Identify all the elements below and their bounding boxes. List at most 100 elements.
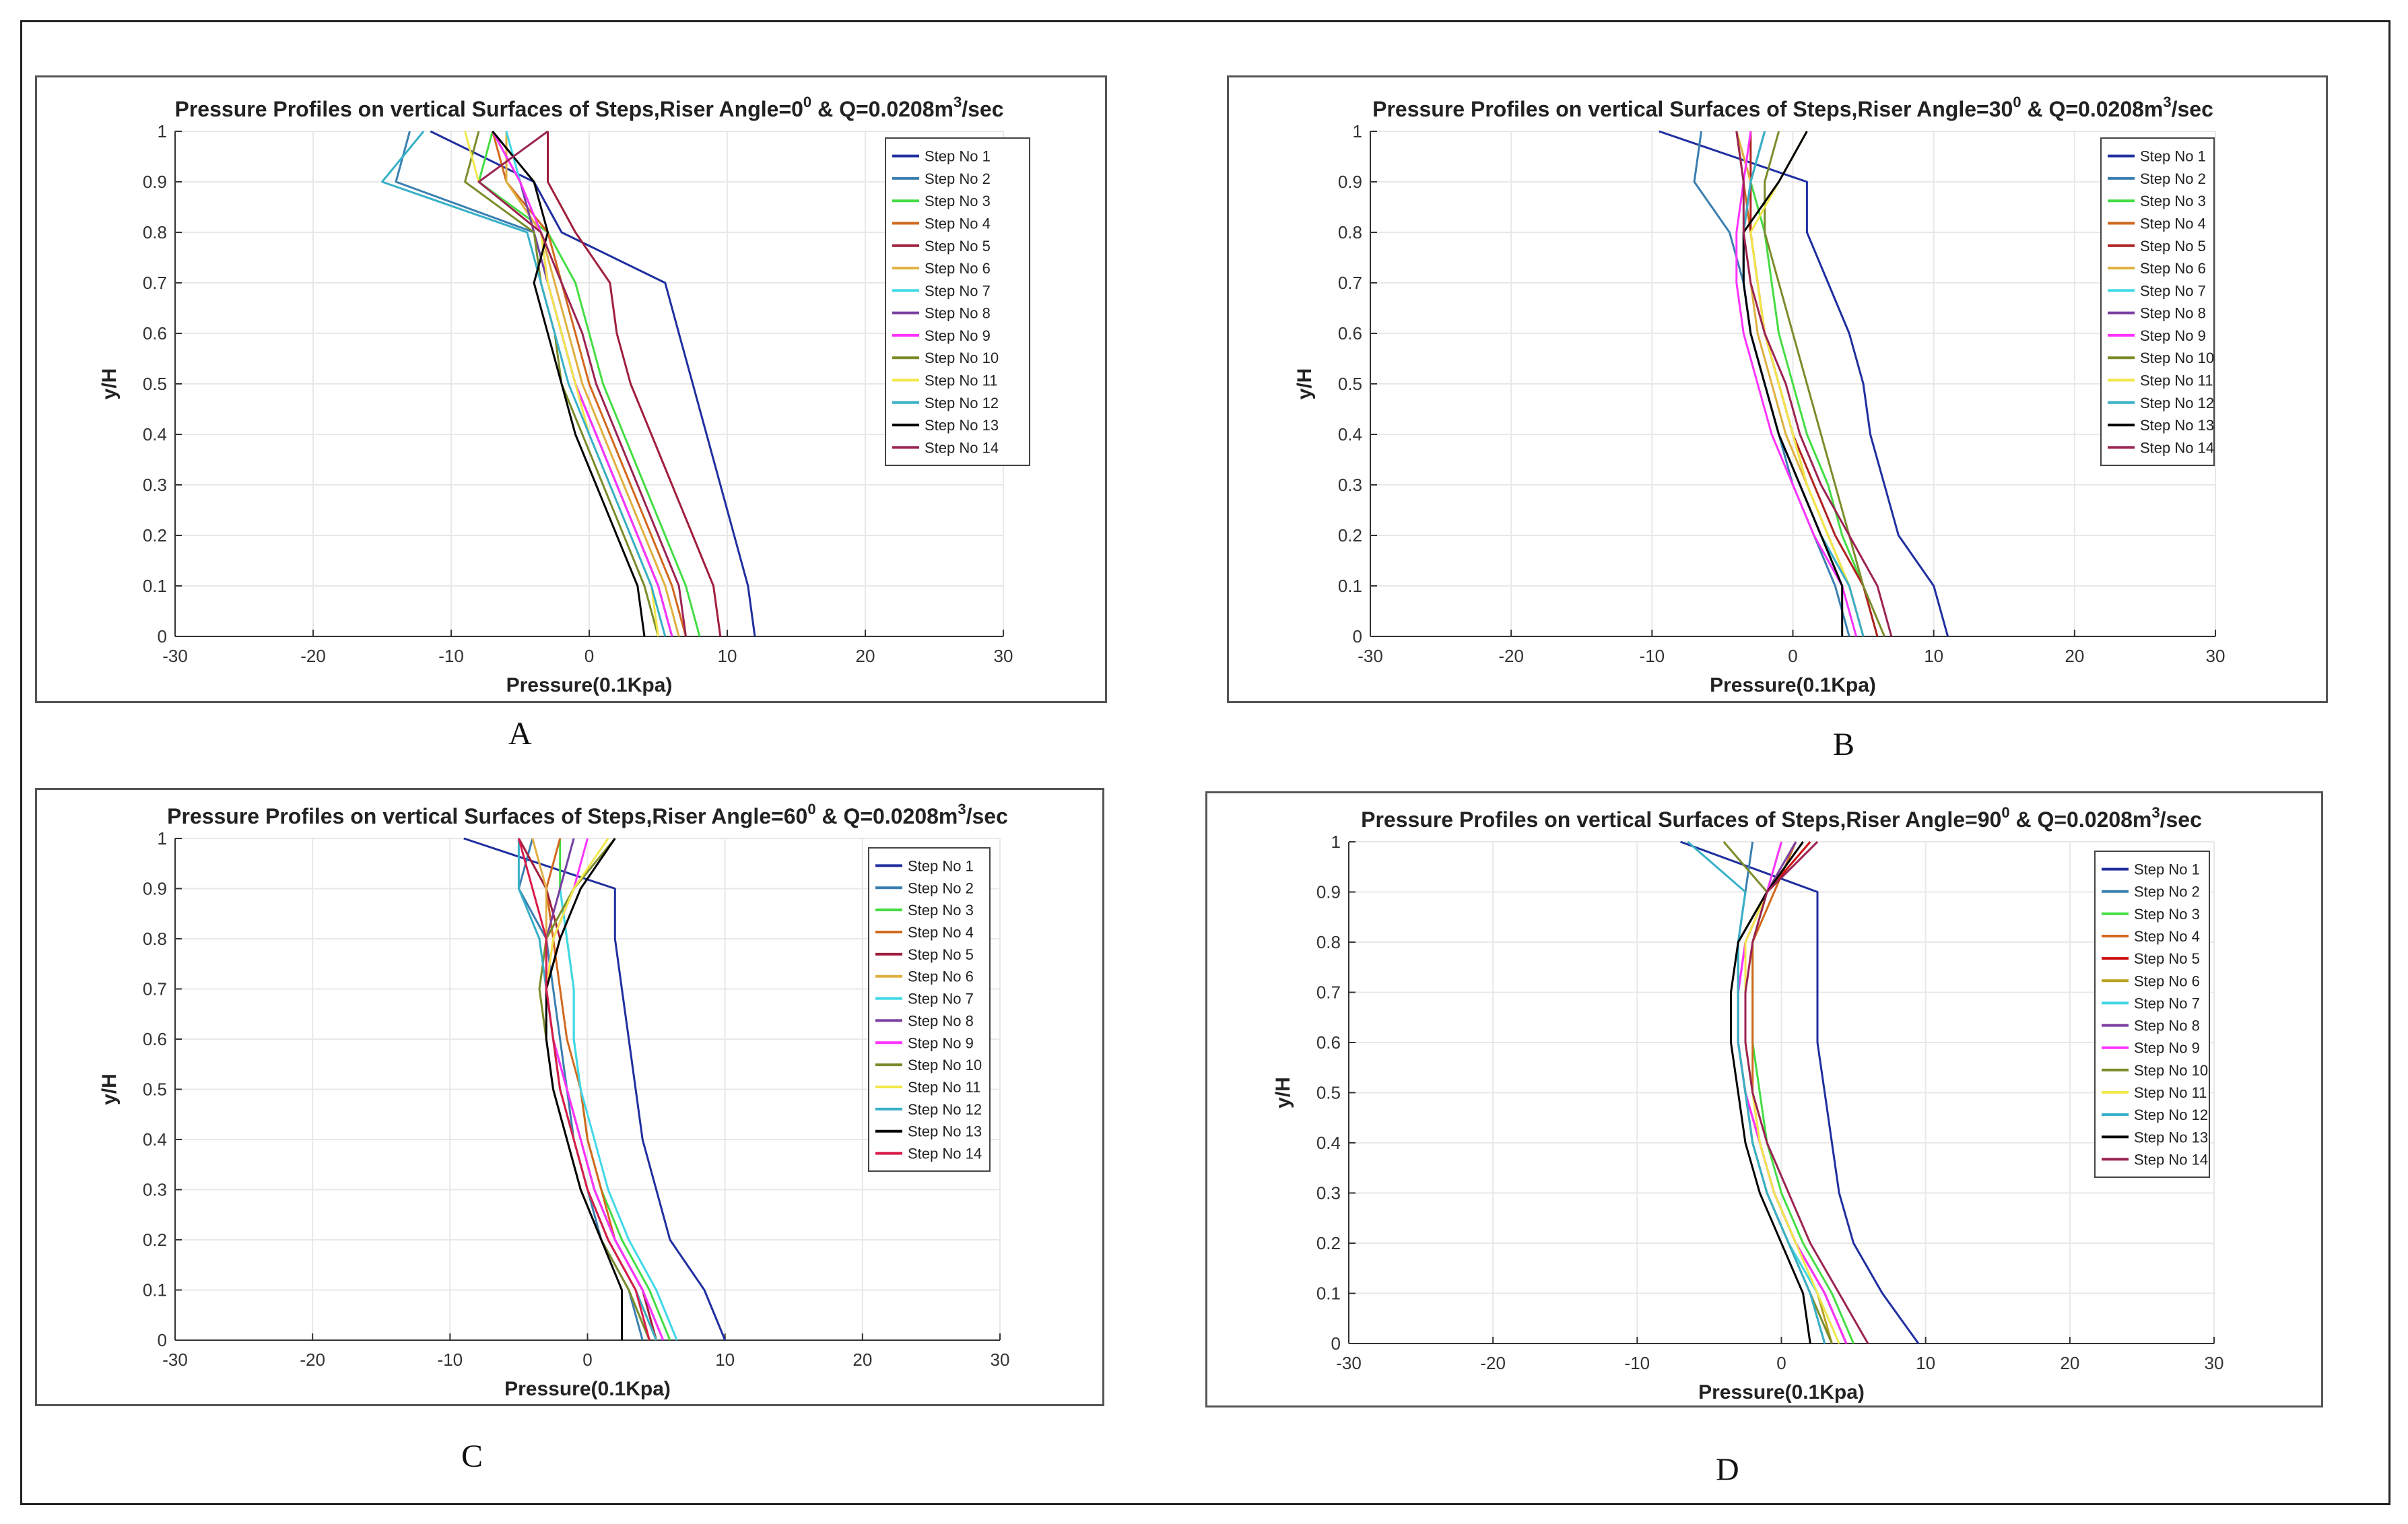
x-axis-label: Pressure(0.1Kpa) [1710, 674, 1876, 696]
chart-title-title-mid: & Q=0.0208m [811, 97, 954, 121]
panel-caption-d: D [1716, 1452, 1739, 1488]
series-line-step-12 [381, 131, 667, 637]
legend-label: Step No 14 [908, 1146, 982, 1162]
series-group [463, 837, 727, 1341]
legend-label: Step No 4 [908, 924, 974, 941]
chart-title: Pressure Profiles on vertical Surfaces o… [167, 801, 1008, 828]
chart-panel-c: -30 -20 -10 0 10 20 30 0 0.1 0.2 0.3 0.4 0.5 0.6 0.7 0.… [35, 788, 1104, 1406]
legend-label: Step No 3 [925, 193, 991, 209]
legend-label: Step No 10 [925, 350, 999, 366]
chart-title-title-mid: & Q=0.0208m [2021, 97, 2164, 121]
y-axis-label: y/H [1272, 1077, 1294, 1108]
x-tick-label: 30 [991, 1350, 1010, 1370]
chart-title-title-prefix: Pressure Profiles on vertical Surfaces o… [167, 804, 807, 828]
y-tick-label: 0.1 [1316, 1284, 1341, 1304]
y-tick-label: 0.7 [1316, 983, 1341, 1003]
x-tick-label: -10 [438, 1350, 463, 1370]
chart-title-title-exp: 0 [807, 801, 815, 818]
chart-svg: -30 -20 -10 0 10 20 3000.10.20.30.40.50.60.70.… [98, 801, 1010, 1400]
legend-label: Step No 14 [2134, 1151, 2208, 1168]
legend-label: Step No 6 [2134, 972, 2200, 989]
y-tick-label: 0.3 [1316, 1183, 1341, 1203]
legend-label: Step No 12 [908, 1101, 982, 1118]
x-tick-label: 20 [2060, 1353, 2079, 1373]
chart-title-title-exp2: 3 [2163, 94, 2171, 110]
x-tick-label: -30 [1336, 1353, 1362, 1373]
y-axis-label: y/H [1294, 368, 1316, 400]
chart-title: Pressure Profiles on vertical Surfaces o… [1361, 804, 2202, 832]
y-tick-label: 0 [1353, 626, 1362, 647]
series-line-step-14 [517, 838, 650, 1341]
y-tick-label: 0.4 [1338, 424, 1362, 444]
y-tick-label: 0.5 [1338, 374, 1362, 394]
legend-label: Step No 1 [925, 148, 991, 165]
y-tick-label: 0.8 [143, 929, 167, 949]
legend-label: Step No 8 [908, 1012, 974, 1029]
panel-caption-a: A [508, 716, 532, 752]
y-tick-label: 0 [158, 626, 167, 647]
y-tick-label: 0 [1331, 1333, 1341, 1354]
x-tick-label: -30 [162, 646, 188, 666]
legend-label: Step No 4 [2140, 216, 2206, 232]
series-line-step-13 [492, 131, 646, 637]
legend-label: Step No 13 [908, 1123, 982, 1140]
x-tick-label: -10 [1640, 646, 1665, 666]
x-axis-label: Pressure(0.1Kpa) [1698, 1381, 1865, 1403]
y-tick-label: 1 [158, 121, 167, 141]
series-line-step-13 [1742, 131, 1844, 636]
x-tick-label: -20 [300, 646, 326, 666]
x-tick-label: -10 [1625, 1353, 1650, 1373]
series-line-step-14 [477, 130, 687, 637]
legend-label: Step No 13 [2134, 1129, 2208, 1146]
legend-label: Step No 7 [908, 991, 974, 1007]
series-group [381, 130, 756, 637]
x-tick-label: 20 [856, 646, 875, 666]
legend-label: Step No 9 [2140, 327, 2206, 344]
legend-label: Step No 13 [2140, 417, 2214, 434]
series-line-step-12 [1687, 840, 1826, 1344]
legend-label: Step No 7 [2140, 282, 2206, 299]
series-line-step-3 [477, 131, 701, 637]
y-tick-label: 0.5 [1316, 1083, 1341, 1103]
y-tick-label: 0.6 [1338, 323, 1362, 343]
legend-label: Step No 1 [2134, 861, 2200, 878]
y-tick-label: 0.1 [1338, 576, 1362, 596]
legend-label: Step No 9 [2134, 1040, 2200, 1057]
legend-label: Step No 4 [2134, 928, 2200, 945]
y-tick-label: 0.3 [143, 475, 167, 495]
y-tick-label: 0.2 [1338, 525, 1362, 545]
y-tick-label: 0.9 [1316, 882, 1341, 902]
series-line-step-10 [1764, 131, 1885, 637]
legend-label: Step No 6 [908, 968, 974, 985]
legend-label: Step No 8 [2134, 1018, 2200, 1034]
chart-title-title-exp: 0 [2013, 94, 2021, 110]
y-tick-label: 0.5 [143, 374, 167, 394]
y-tick-label: 0.7 [1338, 273, 1362, 293]
series-line-step-1 [430, 130, 756, 637]
legend-label: Step No 14 [925, 439, 999, 456]
x-tick-label: 10 [715, 1350, 735, 1370]
y-tick-label: 0.8 [1316, 932, 1341, 952]
legend-label: Step No 10 [2140, 350, 2214, 366]
y-tick-label: 0.9 [1338, 172, 1362, 192]
figure-frame [20, 20, 2390, 1505]
series-group [1659, 130, 1949, 637]
chart-title-title-exp2: 3 [958, 801, 966, 818]
legend-label: Step No 7 [2134, 995, 2200, 1012]
chart-panel-a: -30 -20 -10 0 10 20 30 0 0.1 0.2 0.3 0.4 0.5 0.6 0.7 0.… [35, 75, 1107, 703]
chart-title-title-suffix: /sec [2160, 807, 2202, 832]
legend-label: Step No 12 [2140, 395, 2214, 411]
legend-label: Step No 13 [925, 417, 999, 434]
y-tick-label: 0.6 [143, 323, 167, 343]
x-tick-label: -20 [1498, 646, 1524, 666]
legend-label: Step No 11 [925, 372, 997, 389]
x-tick-label: -10 [438, 646, 464, 666]
y-tick-label: 0.8 [1338, 222, 1362, 242]
y-axis-label: y/H [98, 368, 121, 400]
x-tick-label: 30 [2205, 1353, 2224, 1373]
legend-label: Step No 2 [925, 170, 991, 187]
x-tick-label: 10 [718, 646, 737, 666]
series-line-step-7 [559, 838, 678, 1341]
legend-label: Step No 7 [925, 282, 991, 299]
chart-title-title-exp2: 3 [954, 94, 962, 110]
